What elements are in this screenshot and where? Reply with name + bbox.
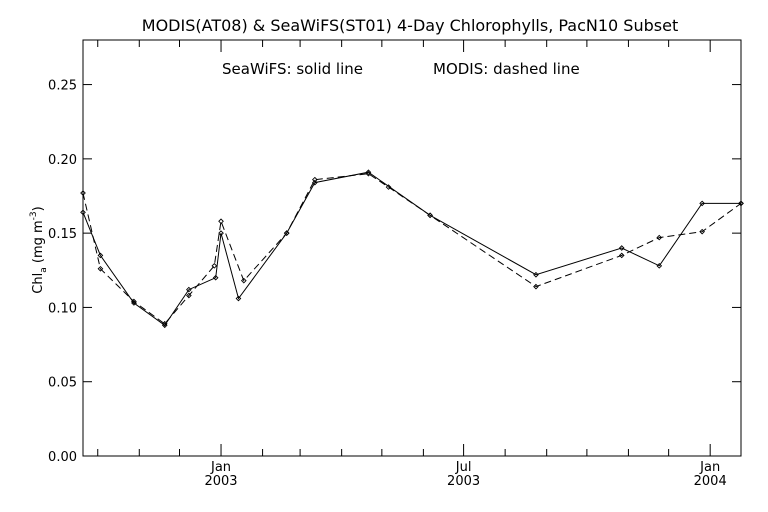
data-point — [385, 184, 392, 190]
data-point — [97, 252, 104, 259]
data-point — [186, 292, 192, 299]
series-seawifs — [80, 169, 744, 329]
series-line — [82, 173, 742, 325]
y-axis-label-superscript: -3 — [29, 211, 39, 220]
series-modis — [80, 170, 744, 327]
y-tick-label: 0.00 — [48, 450, 77, 465]
data-point — [427, 212, 433, 219]
data-point — [235, 295, 242, 302]
data-point — [80, 190, 86, 196]
data-point — [656, 234, 663, 241]
data-point — [365, 169, 372, 176]
x-tick-label-year: 2003 — [447, 474, 480, 489]
y-axis-label-main: Chl — [31, 273, 46, 294]
data-point — [365, 170, 372, 177]
x-tick-label-month: Jan — [210, 460, 231, 475]
y-axis-label-close: ) — [31, 206, 46, 211]
y-axis-label: Chla (mg m-3) — [29, 206, 49, 293]
data-point — [240, 277, 247, 284]
plot-frame — [82, 39, 742, 457]
x-tick-label-year: 2003 — [204, 474, 237, 489]
data-point — [533, 271, 539, 278]
y-axis-label-subscript: a — [39, 267, 49, 273]
y-tick-label: 0.20 — [48, 153, 77, 168]
data-point — [618, 252, 625, 259]
data-point — [212, 274, 219, 281]
axis-ticks: 0.000.050.100.150.200.25Jan2003Jul2003Ja… — [48, 40, 741, 489]
y-tick-label: 0.10 — [48, 301, 77, 316]
data-point — [80, 209, 86, 216]
data-point — [533, 283, 539, 290]
data-point — [283, 230, 290, 236]
data-point — [618, 245, 625, 251]
x-tick-label-month: Jul — [455, 460, 472, 475]
data-point — [312, 179, 318, 186]
data-point — [656, 262, 663, 269]
y-tick-label: 0.25 — [48, 79, 77, 94]
data-point — [699, 228, 705, 235]
data-point — [97, 265, 104, 272]
x-tick-label-year: 2004 — [694, 474, 727, 489]
x-tick-label-month: Jan — [699, 460, 720, 475]
data-point — [312, 176, 318, 183]
y-tick-label: 0.05 — [48, 376, 77, 391]
data-point — [218, 230, 224, 236]
data-point — [699, 200, 705, 207]
data-point — [218, 218, 224, 225]
y-axis-label-units: (mg m — [31, 220, 46, 267]
data-point — [211, 262, 218, 269]
annotation-seawifs: SeaWiFS: solid line — [222, 60, 363, 78]
data-point — [131, 298, 137, 305]
data-point — [738, 200, 744, 207]
data-series — [80, 169, 744, 329]
y-tick-label: 0.15 — [48, 227, 77, 242]
chart-title: MODIS(AT08) & SeaWiFS(ST01) 4-Day Chloro… — [142, 16, 678, 35]
series-line — [82, 171, 741, 327]
annotation-modis: MODIS: dashed line — [433, 60, 580, 78]
data-point — [186, 286, 192, 293]
data-point — [161, 320, 168, 327]
